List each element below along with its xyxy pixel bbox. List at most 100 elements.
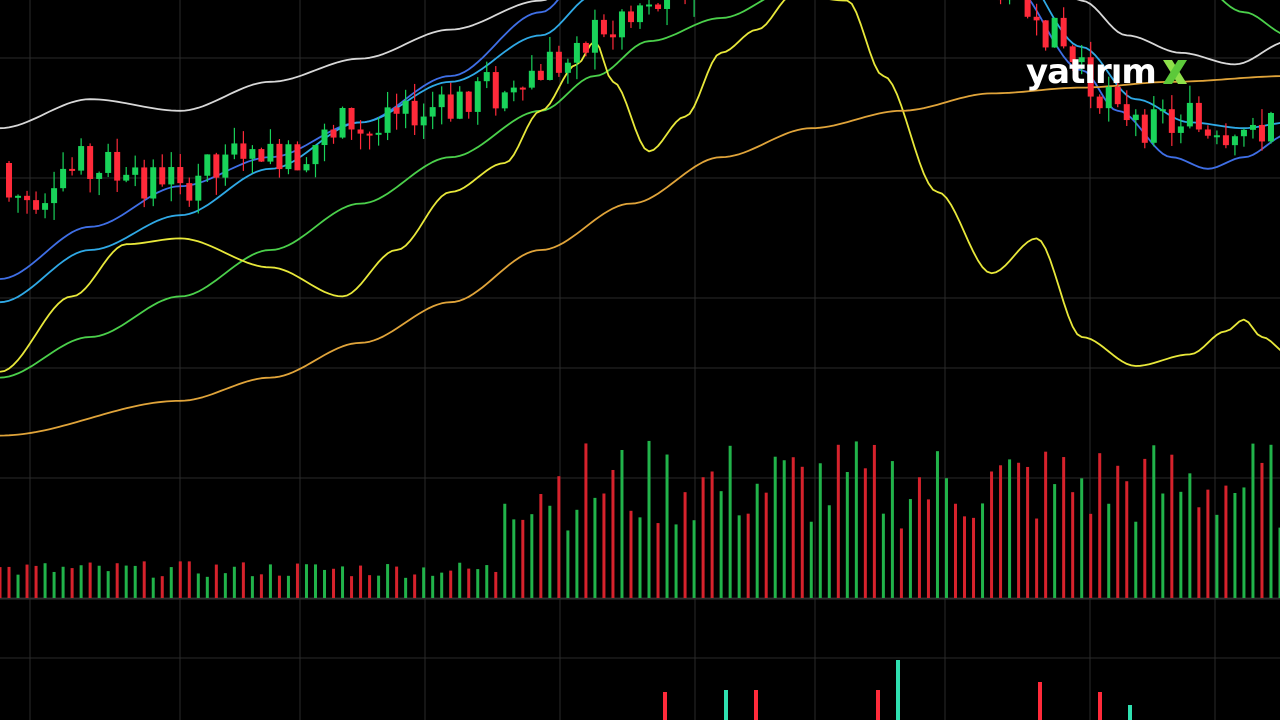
volume-bar (1179, 491, 1183, 598)
volume-bar (746, 513, 750, 598)
volume-bar (458, 562, 462, 598)
volume-bar (304, 564, 308, 598)
volume-bar (512, 519, 516, 598)
candle-down (555, 51, 562, 73)
volume-bar (1080, 478, 1084, 598)
volume-bar (1071, 492, 1075, 598)
volume-bar (1233, 493, 1237, 598)
indicator-bar (896, 660, 900, 720)
volume-bar (178, 561, 182, 598)
volume-bar (854, 441, 858, 598)
volume-bar (1152, 445, 1156, 598)
volume-bar (990, 471, 994, 598)
candle-up (1078, 57, 1085, 63)
volume-bar (187, 561, 191, 598)
indicator-bar (663, 692, 667, 720)
volume-bar (647, 440, 651, 598)
volume-bar (259, 574, 263, 598)
volume-bar (1008, 459, 1012, 598)
volume-bar (368, 575, 372, 598)
volume-bar (629, 510, 633, 598)
candle-down (177, 167, 184, 184)
volume-bar (350, 576, 354, 598)
volume-bar (124, 565, 128, 598)
candle-down (1033, 16, 1040, 21)
volume-bar (755, 483, 759, 598)
candle-up (1159, 109, 1166, 112)
volume-bar (908, 499, 912, 598)
candle-up (1051, 17, 1058, 48)
volume-bar (611, 469, 615, 598)
volume-bar (575, 509, 579, 598)
candle-down (627, 11, 634, 23)
candle-down (114, 151, 121, 181)
candle-up (456, 91, 463, 119)
volume-bar (485, 565, 489, 598)
volume-bar (386, 564, 390, 598)
volume-bar (719, 491, 723, 598)
candle-down (1141, 114, 1148, 143)
volume-bar (818, 463, 822, 598)
candle-down (186, 183, 193, 201)
overlay-line-5 (0, 75, 1280, 437)
candle-up (564, 62, 571, 73)
brand-logo: yatırım (1026, 50, 1190, 94)
volume-bar (61, 566, 65, 598)
volume-bar (1062, 457, 1066, 598)
candle-down (24, 195, 31, 201)
volume-bar (70, 568, 74, 598)
indicator-bar (1128, 705, 1132, 720)
volume-bar (782, 460, 786, 598)
volume-bar (917, 477, 921, 598)
volume-bar (359, 565, 363, 598)
candle-down (447, 94, 454, 119)
candle-up (501, 92, 508, 109)
volume-bar (142, 561, 146, 598)
candle-down (1042, 20, 1049, 48)
candle-up (204, 154, 211, 176)
candle-up (420, 116, 427, 126)
candle-up (1240, 129, 1247, 137)
candle-up (339, 107, 346, 138)
volume-bar (710, 471, 714, 598)
volume-bar (214, 564, 218, 598)
volume-bar (881, 513, 885, 598)
volume-bar (106, 571, 110, 598)
candle-down (1114, 86, 1121, 105)
volume-bar (1143, 458, 1147, 598)
volume-bar (223, 573, 227, 598)
candle-up (1213, 135, 1220, 138)
candle-down (1123, 104, 1130, 121)
volume-bar (115, 563, 119, 598)
candle-up (1177, 126, 1184, 133)
indicator-bar (1038, 682, 1042, 720)
volume-bar (1170, 454, 1174, 598)
volume-bar (1035, 518, 1039, 598)
candle-down (655, 4, 662, 9)
volume-bar (413, 574, 417, 598)
volume-bar (1116, 465, 1120, 598)
candle-down (213, 154, 220, 178)
brand-name: yatırım (1026, 52, 1157, 92)
volume-bar (1098, 453, 1102, 598)
indicator-bar (754, 690, 758, 720)
candle-up (591, 19, 598, 53)
volume-bar (972, 517, 976, 598)
candle-down (537, 70, 544, 80)
volume-bar (773, 456, 777, 598)
volume-bar (1215, 514, 1219, 598)
candle-up (646, 4, 653, 7)
volume-bar (521, 519, 525, 598)
volume-bar (701, 477, 705, 598)
candle-down (69, 168, 76, 171)
candle-down (141, 167, 148, 199)
volume-bar (1197, 507, 1201, 598)
candle-up (321, 129, 328, 146)
volume-bar (313, 564, 317, 598)
candle-up (78, 146, 85, 171)
candle-down (1096, 96, 1103, 109)
volume-bar (422, 567, 426, 598)
candle-up (150, 167, 157, 199)
candle-up (168, 167, 175, 185)
